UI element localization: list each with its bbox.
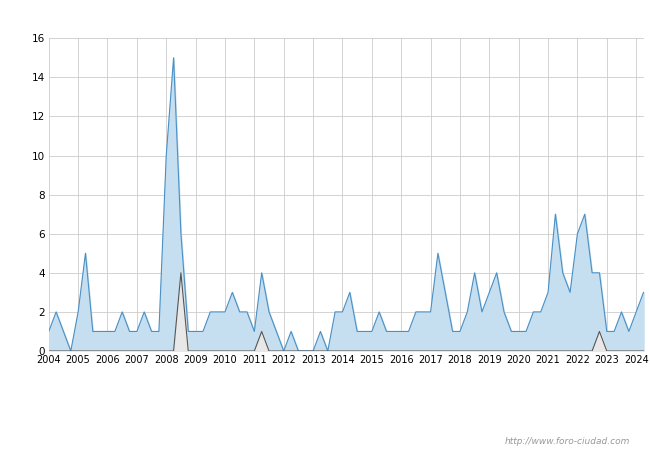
- Text: http://www.foro-ciudad.com: http://www.foro-ciudad.com: [505, 436, 630, 446]
- Text: Crémenes - Evolucion del Nº de Transacciones Inmobiliarias: Crémenes - Evolucion del Nº de Transacci…: [101, 10, 549, 23]
